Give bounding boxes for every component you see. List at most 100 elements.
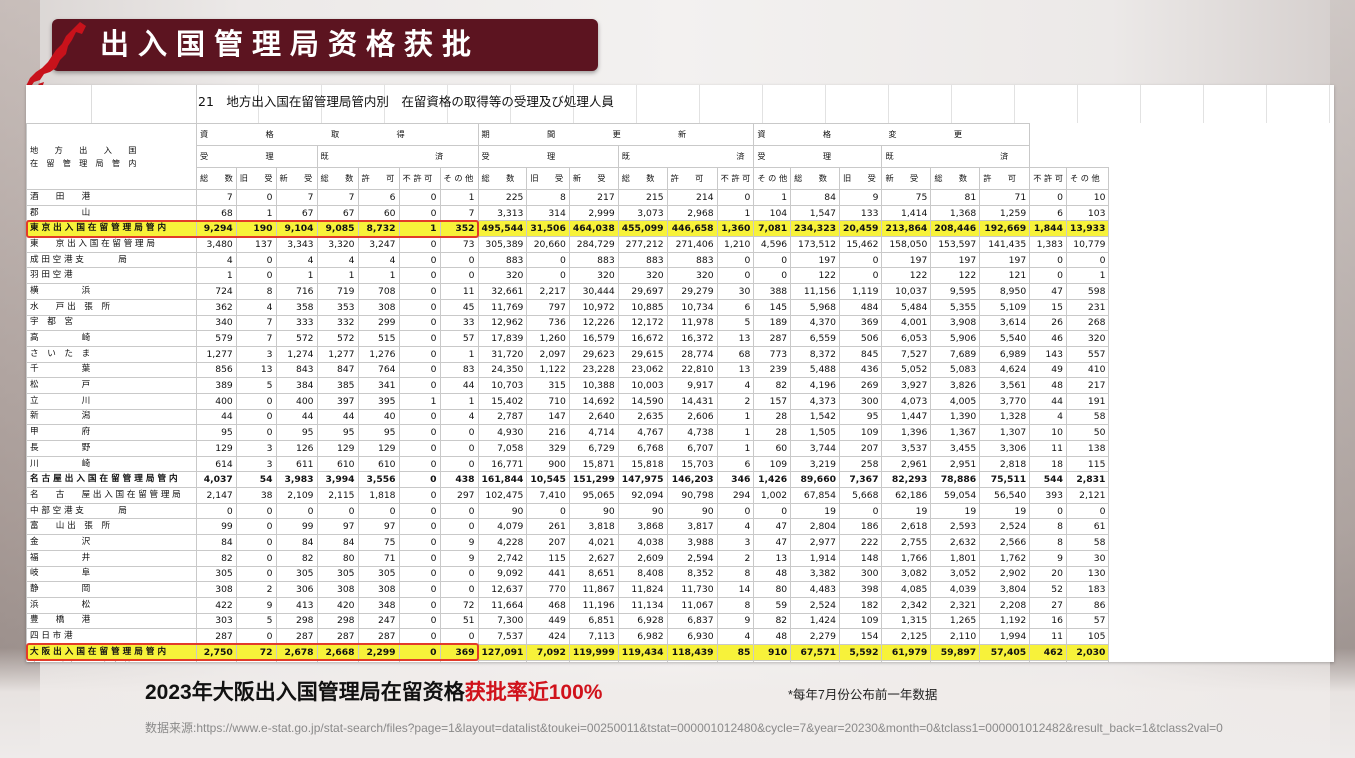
value-cell: 67 [316, 204, 359, 222]
value-cell: 126 [275, 440, 318, 457]
value-cell: 2 [235, 581, 277, 598]
value-cell: 161,844 [477, 471, 528, 489]
table-row: 長 野 129 3 126 129 129 0 0 7,058 329 6,729 6,768 6,70… [26, 440, 1110, 457]
value-cell: 130 [1065, 565, 1110, 583]
value-cell: 7,410 [526, 487, 570, 504]
value-cell: 287 [357, 628, 400, 645]
column-header: 総 数 [477, 167, 528, 190]
value-cell: 77,782 [666, 659, 718, 662]
value-cell: 9 [439, 534, 479, 551]
office-cell: 横 浜 [26, 283, 197, 300]
value-cell: 20,459 [838, 220, 883, 238]
background-right-shade [1330, 0, 1355, 758]
background-bottom-fade [0, 648, 1355, 758]
source-link[interactable]: 数据来源:https://www.e-stat.go.jp/stat-searc… [145, 721, 1223, 735]
value-cell: 420 [316, 596, 359, 614]
office-cell: 岐 阜 [26, 565, 197, 583]
value-cell: 121 [979, 267, 1031, 285]
value-cell: 82,293 [881, 471, 932, 489]
value-cell: 46,960 [881, 659, 932, 662]
value-cell: 7 [316, 189, 359, 206]
column-header: 許 可 [979, 167, 1031, 190]
value-cell: 11,978 [666, 314, 718, 332]
value-cell: 277,212 [617, 236, 668, 253]
value-cell: 31,720 [477, 345, 528, 363]
value-cell: 6 [1029, 204, 1067, 222]
value-cell: 1,002 [753, 487, 792, 504]
value-cell: 1 [316, 267, 359, 285]
value-cell: 0 [439, 424, 479, 441]
value-cell: 484 [838, 298, 883, 316]
value-cell: 2,750 [196, 643, 237, 661]
value-cell: 59,897 [930, 643, 981, 661]
value-cell: 299 [357, 314, 400, 332]
office-cell: 名 古 屋 出 入 国 在 留 管 理 局 管 内 [26, 471, 197, 489]
value-cell: 8 [716, 565, 755, 583]
value-cell: 48 [1029, 377, 1067, 394]
value-cell: 61,979 [881, 643, 932, 661]
value-cell: 910 [753, 643, 792, 661]
value-cell: 28,774 [666, 345, 718, 363]
value-cell: 0 [1029, 267, 1067, 285]
value-cell: 2,110 [930, 628, 981, 645]
office-cell: 四 日 市 港 [26, 628, 197, 645]
value-cell: 7 [235, 314, 277, 332]
table-row: 横 浜 724 8 716 719 708 0 11 32,661 2,217 30,444 29,6… [26, 283, 1110, 300]
office-cell: 甲 府 [26, 424, 197, 441]
value-cell: 306 [275, 581, 318, 598]
value-cell: 14,590 [617, 392, 668, 410]
value-cell: 3,320 [316, 236, 359, 253]
value-cell: 6,837 [666, 612, 718, 630]
value-cell: 11,134 [617, 596, 668, 614]
value-cell: 611 [275, 455, 318, 473]
value-cell: 0 [398, 283, 441, 300]
value-cell: 424 [526, 628, 570, 645]
value-cell: 1,368 [930, 204, 981, 222]
value-cell: 5 [716, 314, 755, 332]
value-cell: 305 [357, 565, 400, 583]
value-cell: 86 [1065, 596, 1110, 614]
value-cell: 122 [881, 267, 932, 285]
value-cell: 6 [357, 189, 400, 206]
value-cell: 54 [235, 471, 277, 489]
value-cell: 80 [753, 581, 792, 598]
value-cell: 84 [275, 534, 318, 551]
value-cell: 0 [398, 408, 441, 426]
value-cell: 13 [716, 361, 755, 379]
value-cell: 51,267 [790, 659, 840, 662]
value-cell: 2,742 [477, 549, 528, 567]
value-cell: 495,544 [477, 220, 528, 238]
value-cell: 0 [439, 518, 479, 536]
value-cell: 0 [398, 565, 441, 583]
value-cell: 1,260 [526, 330, 570, 347]
value-cell: 0 [235, 628, 277, 645]
value-cell: 305 [316, 565, 359, 583]
value-cell: 395 [357, 392, 400, 410]
value-cell: 95 [316, 424, 359, 441]
value-cell: 0 [398, 502, 441, 520]
value-cell: 11,867 [568, 581, 619, 598]
value-cell: 300 [838, 392, 883, 410]
value-cell: 95,065 [568, 487, 619, 504]
value-cell: 22,810 [666, 361, 718, 379]
value-cell: 594 [753, 659, 792, 662]
value-cell: 234,323 [790, 220, 840, 238]
value-cell: 5,052 [881, 361, 932, 379]
value-cell: 2,217 [526, 283, 570, 300]
value-cell: 1,210 [716, 236, 755, 253]
value-cell: 75 [357, 534, 400, 551]
value-cell: 217 [1065, 377, 1110, 394]
value-cell: 2,787 [477, 408, 528, 426]
value-cell: 4,307 [838, 659, 883, 662]
table-row: 新 潟 44 0 44 44 40 0 4 2,787 147 2,640 2,635 2,606 1 28… [26, 408, 1110, 426]
value-cell: 449 [526, 612, 570, 630]
value-cell: 18 [1029, 455, 1067, 473]
value-cell: 16,771 [477, 455, 528, 473]
value-cell: 129 [196, 440, 237, 457]
value-cell: 9,294 [196, 220, 237, 238]
table-row: 川 崎 614 3 611 610 610 0 0 16,771 900 15,871 15,818 1… [26, 455, 1110, 473]
value-cell: 95 [838, 408, 883, 426]
value-cell: 28 [753, 408, 792, 426]
column-header: 不 許 可 [1029, 167, 1067, 190]
value-cell: 2,593 [930, 518, 981, 536]
